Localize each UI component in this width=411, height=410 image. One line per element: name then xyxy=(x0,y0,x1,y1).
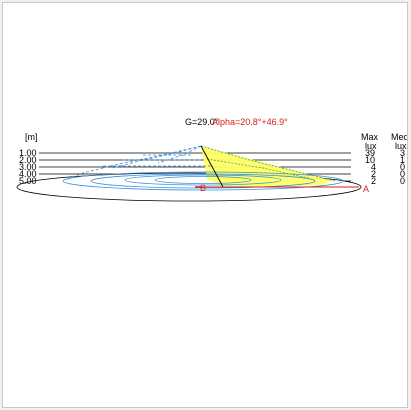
beam-green-inner xyxy=(206,158,309,179)
height-label-2: 2.00 xyxy=(19,155,37,165)
max-value-2: 10 xyxy=(365,155,375,165)
point-b-label: B xyxy=(200,183,206,193)
med-value-5: 0 xyxy=(400,176,405,186)
med-unit: lux xyxy=(395,141,407,151)
g-angle-label: G=29.0° xyxy=(185,117,219,127)
max-value-5: 2 xyxy=(371,176,376,186)
diagram-panel: G=29.0° Alpha=20.8°+46.9° [m] 1.00 2.00 … xyxy=(2,2,408,408)
med-value-2: 1 xyxy=(400,155,405,165)
beam-contours xyxy=(64,145,213,181)
max-header: Max xyxy=(361,132,379,142)
floor-contours xyxy=(62,171,344,191)
height-label-4: 4.00 xyxy=(19,169,37,179)
unit-label: [m] xyxy=(25,132,38,142)
max-value-1: 39 xyxy=(365,148,375,158)
med-value-1: 3 xyxy=(400,148,405,158)
luminaire-axis xyxy=(200,145,224,188)
med-value-3: 0 xyxy=(400,162,405,172)
alpha-angle-label: Alpha=20.8°+46.9° xyxy=(212,117,288,127)
height-label-1: 1.00 xyxy=(19,148,37,158)
max-value-3: 4 xyxy=(371,162,376,172)
height-label-5: 5.00 xyxy=(19,176,37,186)
light-distribution-diagram: G=29.0° Alpha=20.8°+46.9° [m] 1.00 2.00 … xyxy=(16,117,407,202)
point-a-label: A xyxy=(363,184,369,194)
max-unit: lux xyxy=(365,141,377,151)
height-label-3: 3.00 xyxy=(19,162,37,172)
med-value-4: 0 xyxy=(400,169,405,179)
beam-yellow-area xyxy=(201,146,333,187)
max-value-4: 2 xyxy=(371,169,376,179)
med-header: Med xyxy=(391,132,407,142)
